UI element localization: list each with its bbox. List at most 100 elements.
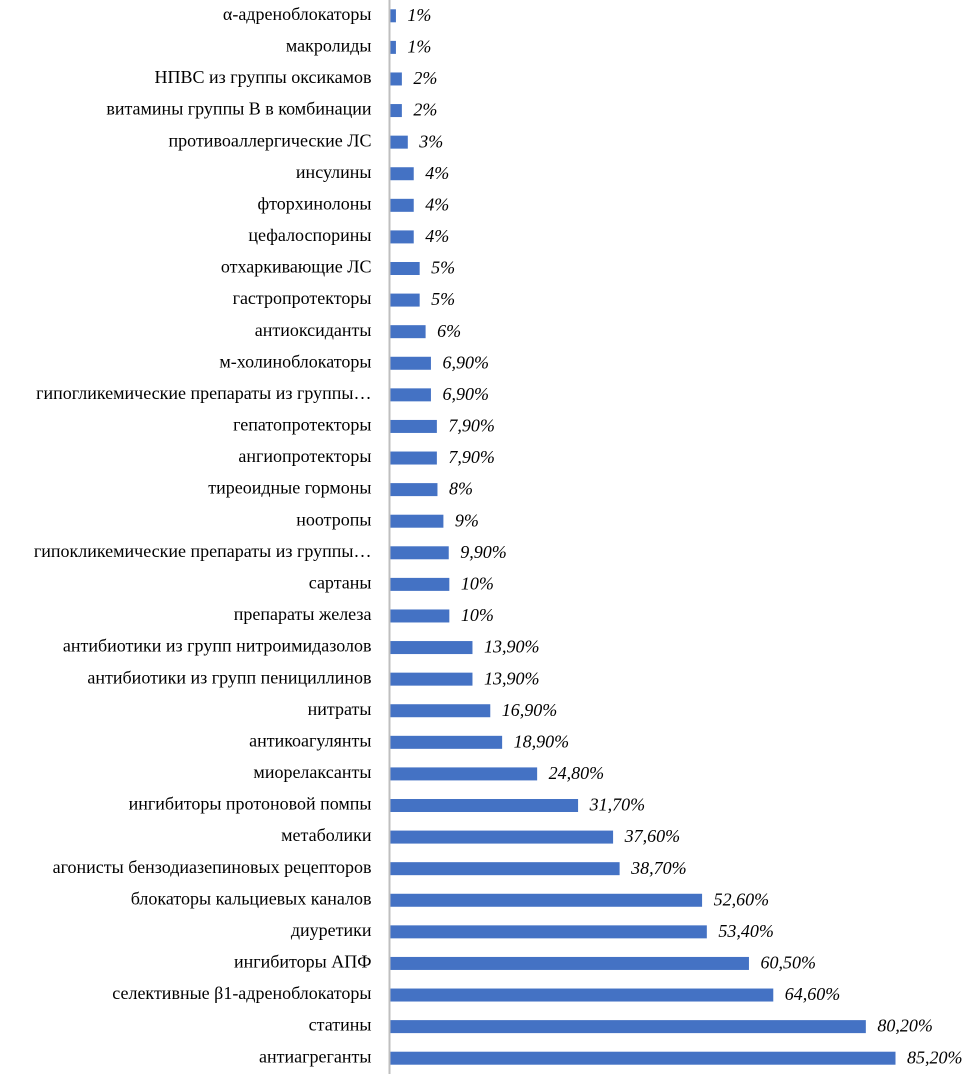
bar xyxy=(390,577,450,591)
category-label: гепатопротекторы xyxy=(233,415,371,435)
category-label: антибиотики из групп нитроимидазолов xyxy=(63,636,372,656)
bar xyxy=(390,956,749,970)
data-label: 3% xyxy=(418,131,443,151)
category-label: антибиотики из групп пенициллинов xyxy=(87,667,371,687)
bar xyxy=(390,451,437,465)
bar xyxy=(390,167,414,181)
data-label: 60,50% xyxy=(760,953,816,973)
bar xyxy=(390,704,491,718)
data-label: 10% xyxy=(461,605,494,625)
category-label: антиоксиданты xyxy=(255,320,372,340)
bar xyxy=(390,72,402,86)
data-label: 85,20% xyxy=(907,1047,963,1067)
data-label: 38,70% xyxy=(630,858,687,878)
category-label: ноотропы xyxy=(296,509,371,529)
data-label: 1% xyxy=(407,5,431,25)
data-label: 13,90% xyxy=(484,668,540,688)
bar xyxy=(390,988,774,1002)
bar xyxy=(390,325,426,339)
data-label: 9% xyxy=(455,510,479,530)
data-label: 4% xyxy=(425,226,449,246)
data-label: 80,20% xyxy=(877,1016,933,1036)
category-label: м-холиноблокаторы xyxy=(219,351,371,371)
category-label: витамины группы В в комбинации xyxy=(106,99,372,119)
data-label: 1% xyxy=(407,37,431,57)
data-label: 37,60% xyxy=(624,826,681,846)
data-label: 13,90% xyxy=(484,637,540,657)
category-label: препараты железа xyxy=(234,604,372,624)
category-label: метаболики xyxy=(281,825,372,845)
data-label: 53,40% xyxy=(718,921,774,941)
category-label: ингибиторы АПФ xyxy=(234,952,372,972)
data-label: 5% xyxy=(431,289,455,309)
category-label: отхаркивающие ЛС xyxy=(221,257,372,277)
category-label: гастропротекторы xyxy=(233,288,372,308)
category-label: миорелаксанты xyxy=(253,762,371,782)
category-label: фторхинолоны xyxy=(257,193,371,213)
category-label: статины xyxy=(309,1015,372,1035)
bar xyxy=(390,262,420,275)
bar xyxy=(390,546,449,560)
data-label: 52,60% xyxy=(714,889,770,909)
data-label: 4% xyxy=(425,163,449,183)
category-label: агонисты бензодиазепиновых рецепторов xyxy=(53,857,372,877)
data-label: 8% xyxy=(449,479,473,499)
category-label: гипокликемические препараты из группы… xyxy=(34,541,372,561)
category-label: α-адреноблокаторы xyxy=(223,4,372,24)
bar xyxy=(390,1051,896,1065)
bar xyxy=(390,672,473,686)
bar xyxy=(390,862,620,876)
category-label: инсулины xyxy=(296,162,372,182)
data-label: 16,90% xyxy=(502,700,558,720)
bar xyxy=(390,925,707,939)
data-label: 2% xyxy=(413,100,437,120)
data-label: 7,90% xyxy=(448,447,495,467)
data-label: 6,90% xyxy=(442,384,489,404)
bar xyxy=(390,356,431,370)
bar xyxy=(390,40,396,54)
bar xyxy=(390,483,438,497)
category-label: ангиопротекторы xyxy=(238,446,371,466)
bar xyxy=(390,514,444,528)
bar xyxy=(390,735,503,749)
data-label: 5% xyxy=(431,258,455,278)
category-label: селективные β1-адреноблокаторы xyxy=(112,983,371,1003)
category-label: НПВС из группы оксикамов xyxy=(154,67,371,87)
bar xyxy=(390,830,614,844)
data-label: 18,90% xyxy=(514,731,570,751)
bar xyxy=(390,293,420,307)
data-label: 10% xyxy=(461,574,494,594)
bar xyxy=(390,893,703,907)
bar xyxy=(390,230,414,244)
data-label: 6% xyxy=(437,321,461,341)
category-label: антикоагулянты xyxy=(249,730,371,750)
value-labels-group: 1% 1% 2% 2% 3% 4% 4% 4% 5% 5% 6% 6,90% 6,90% 7,90% 7,9… xyxy=(407,5,962,1067)
category-label: противоаллергические ЛС xyxy=(169,130,372,150)
data-label: 31,70% xyxy=(589,795,646,815)
data-label: 9,90% xyxy=(460,542,507,562)
data-label: 4% xyxy=(425,194,449,214)
bar xyxy=(390,1020,866,1034)
data-label: 7,90% xyxy=(448,416,495,436)
category-label: антиагреганты xyxy=(259,1046,371,1066)
bar xyxy=(390,198,414,212)
bar xyxy=(390,135,408,149)
bars-group xyxy=(390,9,896,1065)
data-label: 6,90% xyxy=(442,352,489,372)
category-labels-group: α-адреноблокаторы макролиды НПВС из группы… xyxy=(34,4,372,1066)
data-label: 64,60% xyxy=(785,984,841,1004)
category-label: гипогликемические препараты из группы… xyxy=(36,383,371,403)
category-label: диуретики xyxy=(291,920,372,940)
category-label: ингибиторы протоновой помпы xyxy=(129,794,372,814)
bar xyxy=(390,609,450,623)
bar xyxy=(390,9,396,23)
data-label: 2% xyxy=(413,68,437,88)
category-label: нитраты xyxy=(308,699,372,719)
bar xyxy=(390,641,473,655)
bar xyxy=(390,104,402,118)
category-label: сартаны xyxy=(309,573,372,593)
category-label: цефалоспорины xyxy=(248,225,371,245)
category-label: макролиды xyxy=(286,36,372,56)
bar xyxy=(390,419,437,433)
